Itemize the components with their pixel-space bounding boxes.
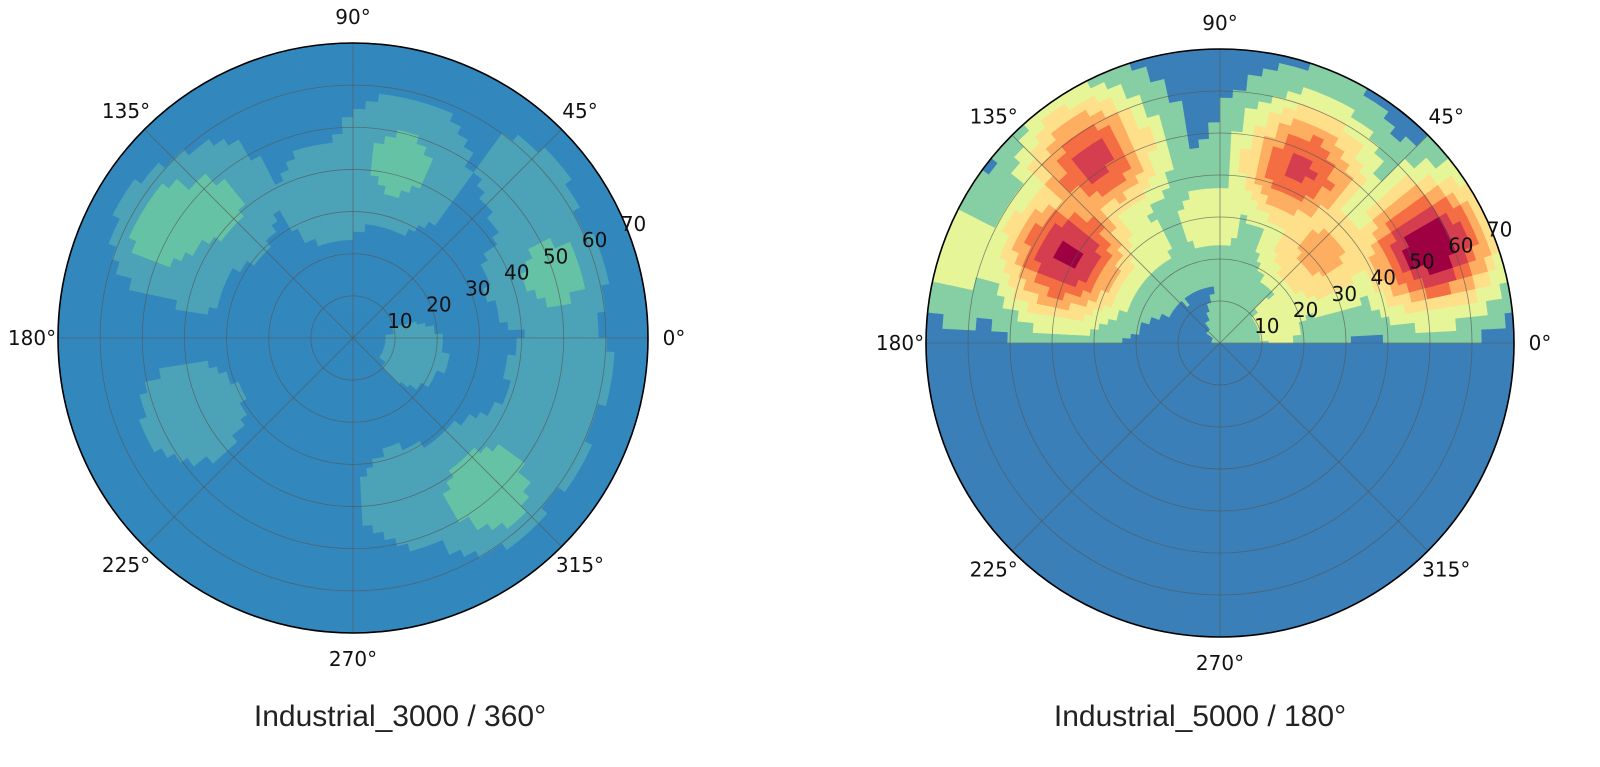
theta-grid-line <box>1011 342 1221 552</box>
polar-chart-right: 0° 45° 90° 135° 180° 225° 270° 315° 10 20 30 40 50 60… <box>800 0 1600 767</box>
r-tick-label: 10 <box>387 309 412 333</box>
theta-tick-label: 225° <box>102 553 150 577</box>
polar-heatmap-right: 0° 45° 90° 135° 180° 225° 270° 315° 10 20 30 40 50 60… <box>876 11 1552 675</box>
chart-subtitle-left: Industrial_3000 / 360° <box>253 700 547 733</box>
chart-subtitle-right: Industrial_5000 / 180° <box>1053 700 1347 733</box>
theta-grid-line <box>144 337 354 547</box>
polar-chart-left: 0° 45° 90° 135° 180° 225° 270° 315° 10 20 30 40 50 60… <box>8 5 686 733</box>
r-tick-label: 70 <box>1487 217 1512 241</box>
theta-tick-label: 135° <box>970 105 1018 129</box>
theta-tick-label: 90° <box>1202 11 1237 35</box>
theta-tick-label: 180° <box>8 326 56 350</box>
r-tick-label: 60 <box>582 228 607 252</box>
theta-tick-label: 135° <box>102 99 150 123</box>
r-tick-label: 20 <box>426 293 451 317</box>
polar-heatmap-left: 0° 45° 90° 135° 180° 225° 270° 315° 10 20 30 40 50 60… <box>8 5 686 671</box>
r-tick-label: 30 <box>1332 282 1357 306</box>
r-tick-label: 50 <box>543 244 568 268</box>
theta-tick-label: 315° <box>556 553 604 577</box>
r-tick-label: 20 <box>1293 298 1318 322</box>
theta-tick-label: 270° <box>1196 651 1244 675</box>
r-tick-label: 50 <box>1409 250 1434 274</box>
theta-tick-label: 0° <box>663 326 686 350</box>
theta-grid-line <box>1011 134 1221 344</box>
r-tick-label: 30 <box>465 277 490 301</box>
theta-grid-line <box>352 129 562 339</box>
theta-grid-line <box>1219 134 1429 344</box>
theta-grid-line <box>1219 342 1429 552</box>
polar-frame <box>925 48 1515 638</box>
polar-frame <box>57 42 649 634</box>
theta-tick-label: 0° <box>1529 331 1552 355</box>
theta-tick-label: 45° <box>1429 105 1464 129</box>
theta-grid-line <box>144 129 354 339</box>
theta-tick-label: 180° <box>876 331 924 355</box>
theta-tick-label: 315° <box>1422 557 1470 581</box>
theta-tick-label: 90° <box>335 5 370 29</box>
r-tick-label: 60 <box>1448 234 1473 258</box>
r-tick-label: 70 <box>621 212 646 236</box>
theta-tick-label: 225° <box>970 557 1018 581</box>
theta-tick-label: 270° <box>329 647 377 671</box>
r-tick-label: 10 <box>1254 314 1279 338</box>
r-tick-label: 40 <box>1370 266 1395 290</box>
theta-grid-line <box>352 337 562 547</box>
r-tick-label: 40 <box>504 260 529 284</box>
theta-tick-label: 45° <box>562 99 597 123</box>
